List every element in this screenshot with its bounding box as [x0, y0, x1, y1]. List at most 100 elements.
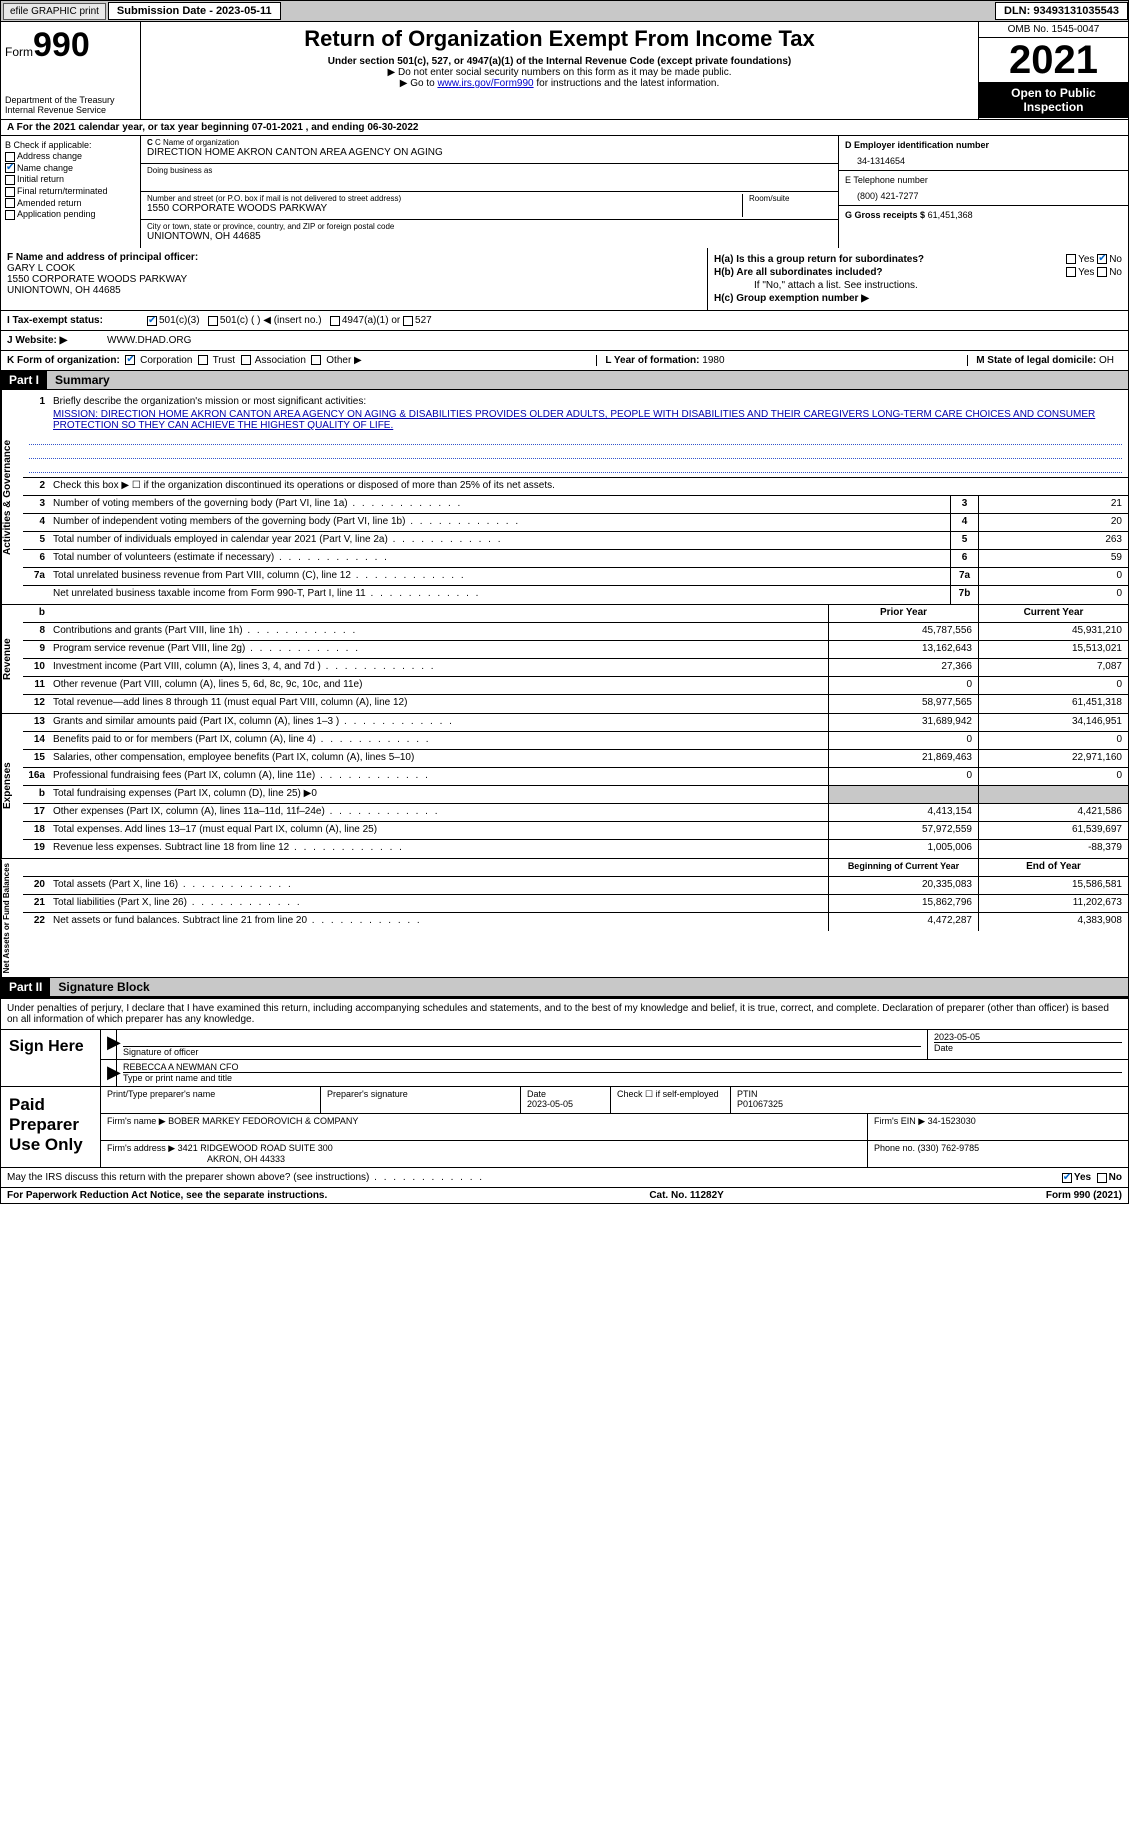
firm-addr2: AKRON, OH 44333 [107, 1154, 285, 1164]
form-title: Return of Organization Exempt From Incom… [145, 26, 974, 52]
table-row: 19Revenue less expenses. Subtract line 1… [23, 840, 1128, 858]
curr-value: -88,379 [978, 840, 1128, 858]
chk-discuss-yes[interactable] [1062, 1173, 1072, 1183]
gross-receipts-row: G Gross receipts $ 61,451,368 [839, 206, 1128, 224]
line-text: Net assets or fund balances. Subtract li… [49, 913, 828, 931]
chk-corporation[interactable] [125, 355, 135, 365]
row-j-website: J Website: ▶ WWW.DHAD.ORG [0, 331, 1129, 351]
curr-value: 22,971,160 [978, 750, 1128, 767]
signature-arrow-icon: ▶ [101, 1030, 117, 1059]
discuss-question: May the IRS discuss this return with the… [7, 1172, 484, 1183]
line-1-num: 1 [23, 394, 49, 409]
line-text: Professional fundraising fees (Part IX, … [49, 768, 828, 785]
line-text: Net unrelated business taxable income fr… [49, 586, 950, 604]
row-a-calendar-year: A For the 2021 calendar year, or tax yea… [0, 120, 1129, 136]
col-b-heading: B Check if applicable: [5, 140, 136, 150]
chk-final-return[interactable]: Final return/terminated [5, 186, 136, 197]
prior-value: 20,335,083 [828, 877, 978, 894]
self-employed-label: Check ☐ if self-employed [611, 1087, 731, 1113]
chk-501c[interactable] [208, 316, 218, 326]
table-row: 11Other revenue (Part VIII, column (A), … [23, 677, 1128, 695]
form-footer: Form 990 (2021) [1046, 1190, 1122, 1201]
line-num: 8 [23, 623, 49, 640]
street-row: Number and street (or P.O. box if mail i… [141, 192, 838, 220]
chk-4947[interactable] [330, 316, 340, 326]
line-num: 20 [23, 877, 49, 894]
line-text: Other expenses (Part IX, column (A), lin… [49, 804, 828, 821]
line-num: 17 [23, 804, 49, 821]
footer-row: For Paperwork Reduction Act Notice, see … [0, 1188, 1129, 1204]
prior-value: 45,787,556 [828, 623, 978, 640]
state-domicile-label: M State of legal domicile: [976, 355, 1096, 366]
block-bcde: B Check if applicable: Address change Na… [0, 136, 1129, 248]
chk-application-pending[interactable]: Application pending [5, 209, 136, 220]
chk-other[interactable] [311, 355, 321, 365]
line-box: 4 [950, 514, 978, 531]
efile-print-button[interactable]: efile GRAPHIC print [3, 3, 106, 20]
line-num: 6 [23, 550, 49, 567]
tax-year: 2021 [979, 38, 1128, 82]
open-inspection: Open to Public Inspection [979, 82, 1128, 118]
line-num [23, 586, 49, 604]
chk-name-change[interactable]: Name change [5, 163, 136, 174]
curr-value: 61,451,318 [978, 695, 1128, 713]
phone-value: (800) 421-7277 [845, 185, 1122, 201]
revenue-header-row: b Prior Year Current Year [23, 605, 1128, 623]
table-row: 6 Total number of volunteers (estimate i… [23, 550, 1128, 568]
chk-address-change[interactable]: Address change [5, 151, 136, 162]
line-text: Program service revenue (Part VIII, line… [49, 641, 828, 658]
chk-association[interactable] [241, 355, 251, 365]
hb-note: If "No," attach a list. See instructions… [714, 280, 1122, 291]
part2-title: Signature Block [50, 978, 1128, 996]
firm-name-value: BOBER MARKEY FEDOROVICH & COMPANY [168, 1116, 358, 1126]
prior-value: 0 [828, 732, 978, 749]
prior-value: 31,689,942 [828, 714, 978, 731]
submission-date: Submission Date - 2023-05-11 [108, 2, 281, 20]
shaded-cell [828, 786, 978, 803]
chk-discuss-no[interactable] [1097, 1173, 1107, 1183]
chk-trust[interactable] [198, 355, 208, 365]
vlabel-revenue: Revenue [1, 605, 23, 713]
vlabel-expenses: Expenses [1, 714, 23, 858]
chk-amended-return[interactable]: Amended return [5, 198, 136, 209]
line-text: Other revenue (Part VIII, column (A), li… [49, 677, 828, 694]
line-text: Total expenses. Add lines 13–17 (must eq… [49, 822, 828, 839]
table-row: bTotal fundraising expenses (Part IX, co… [23, 786, 1128, 804]
efile-topbar: efile GRAPHIC print Submission Date - 20… [0, 0, 1129, 22]
blank [49, 859, 828, 876]
sign-here-label: Sign Here [1, 1030, 101, 1086]
firm-phone-label: Phone no. [874, 1143, 915, 1153]
line-value: 0 [978, 568, 1128, 585]
curr-value: 15,586,581 [978, 877, 1128, 894]
form990-link[interactable]: www.irs.gov/Form990 [437, 78, 533, 89]
preparer-sig-label: Preparer's signature [321, 1087, 521, 1113]
chk-527[interactable] [403, 316, 413, 326]
line-num: b [23, 786, 49, 803]
officer-city: UNIONTOWN, OH 44685 [7, 285, 701, 296]
line-2-text: Check this box ▶ ☐ if the organization d… [49, 478, 1128, 495]
line-text: Investment income (Part VIII, column (A)… [49, 659, 828, 676]
opt-501c3: 501(c)(3) [159, 315, 200, 326]
table-row: 5 Total number of individuals employed i… [23, 532, 1128, 550]
chk-initial-return[interactable]: Initial return [5, 174, 136, 185]
hc-label: H(c) Group exemption number ▶ [714, 293, 869, 304]
phone-row: E Telephone number (800) 421-7277 [839, 171, 1128, 206]
hb-line: H(b) Are all subordinates included? Yes … [714, 267, 1122, 278]
line-num: 15 [23, 750, 49, 767]
line-text: Benefits paid to or for members (Part IX… [49, 732, 828, 749]
omb-number: OMB No. 1545-0047 [979, 22, 1128, 38]
line-num: 14 [23, 732, 49, 749]
city-row: City or town, state or province, country… [141, 220, 838, 248]
current-year-header: Current Year [978, 605, 1128, 622]
firm-ein-value: 34-1523030 [928, 1116, 976, 1126]
line-box: 7b [950, 586, 978, 604]
street-label: Number and street (or P.O. box if mail i… [147, 194, 742, 203]
no-label: No [1109, 1172, 1122, 1183]
officer-street: 1550 CORPORATE WOODS PARKWAY [7, 274, 701, 285]
chk-501c3[interactable] [147, 316, 157, 326]
firm-addr1: 3421 RIDGEWOOD ROAD SUITE 300 [178, 1143, 333, 1153]
col-c-org-info: C C Name of organization DIRECTION HOME … [141, 136, 838, 248]
state-domicile-value: OH [1099, 355, 1114, 366]
prior-value: 4,472,287 [828, 913, 978, 931]
end-year-header: End of Year [978, 859, 1128, 876]
